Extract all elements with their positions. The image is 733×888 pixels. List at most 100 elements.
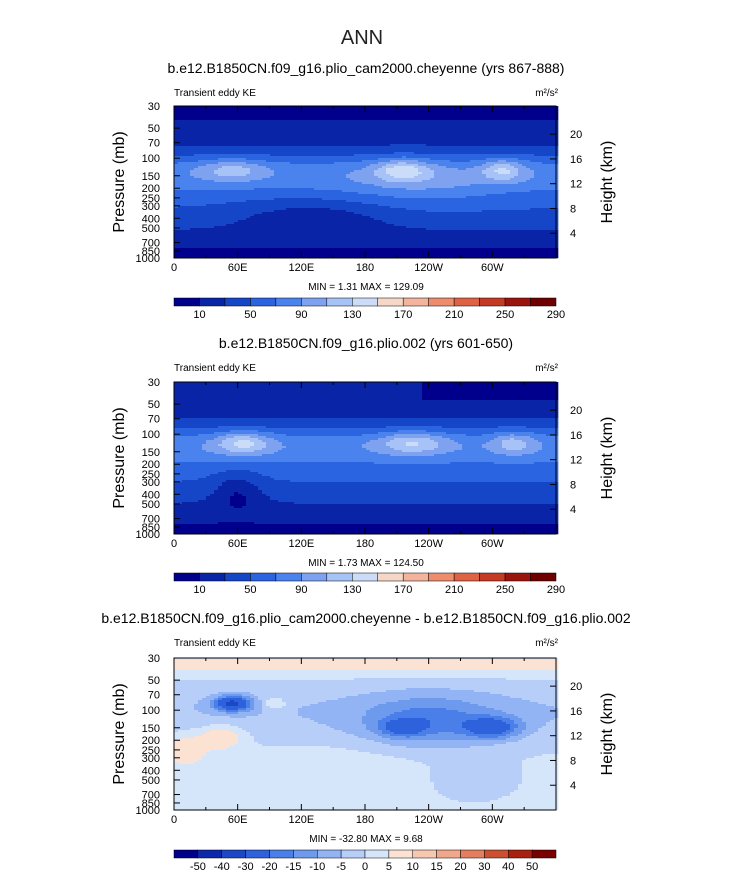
field-cell (182, 174, 186, 176)
field-cell (262, 124, 266, 126)
field-cell (178, 130, 182, 132)
field-cell (310, 192, 314, 194)
field-cell (178, 120, 182, 122)
field-cell (250, 184, 254, 186)
field-cell (546, 192, 550, 194)
field-cell (310, 184, 314, 186)
field-cell (418, 196, 422, 198)
field-cell (230, 150, 234, 152)
field-cell (502, 116, 506, 118)
field-cell (286, 140, 290, 142)
field-cell (338, 196, 342, 198)
field-cell (210, 152, 214, 154)
field-cell (338, 150, 342, 152)
field-cell (466, 128, 470, 130)
field-cell (442, 168, 446, 170)
field-cell (426, 168, 430, 170)
field-cell (502, 108, 506, 110)
field-cell (330, 168, 334, 170)
field-cell (358, 122, 362, 124)
field-cell (406, 176, 410, 178)
field-cell (426, 184, 430, 186)
field-cell (278, 136, 282, 138)
field-cell (202, 166, 206, 168)
field-cell (226, 110, 230, 112)
field-cell (402, 140, 406, 142)
field-cell (482, 204, 486, 206)
field-cell (250, 192, 254, 194)
field-cell (522, 164, 526, 166)
field-cell (274, 192, 278, 194)
field-cell (290, 164, 294, 166)
field-cell (518, 148, 522, 150)
field-cell (382, 176, 386, 178)
field-cell (330, 206, 334, 208)
field-cell (542, 208, 546, 210)
field-cell (374, 172, 378, 174)
field-cell (254, 190, 258, 192)
field-cell (282, 186, 286, 188)
field-cell (518, 134, 522, 136)
field-cell (346, 198, 350, 200)
field-cell (186, 134, 190, 136)
field-cell (362, 158, 366, 160)
field-cell (218, 164, 222, 166)
field-cell (458, 192, 462, 194)
field-cell (426, 198, 430, 200)
field-cell (386, 136, 390, 138)
field-cell (402, 208, 406, 210)
field-cell (474, 108, 478, 110)
field-cell (514, 174, 518, 176)
field-cell (282, 198, 286, 200)
field-cell (514, 124, 518, 126)
field-cell (498, 192, 502, 194)
field-cell (362, 154, 366, 156)
field-cell (206, 152, 210, 154)
field-cell (334, 116, 338, 118)
field-cell (402, 150, 406, 152)
field-cell (222, 144, 226, 146)
field-cell (394, 204, 398, 206)
field-cell (442, 204, 446, 206)
field-cell (202, 116, 206, 118)
field-cell (454, 118, 458, 120)
field-cell (290, 122, 294, 124)
field-cell (430, 144, 434, 146)
field-cell (322, 168, 326, 170)
field-cell (274, 164, 278, 166)
field-cell (238, 164, 242, 166)
field-cell (230, 136, 234, 138)
field-cell (418, 144, 422, 146)
field-cell (482, 184, 486, 186)
field-cell (514, 116, 518, 118)
field-cell (534, 188, 538, 190)
field-cell (366, 116, 370, 118)
field-cell (518, 116, 522, 118)
field-cell (346, 138, 350, 140)
field-cell (514, 130, 518, 132)
field-cell (234, 202, 238, 204)
field-cell (322, 186, 326, 188)
field-cell (502, 202, 506, 204)
field-cell (202, 132, 206, 134)
field-cell (242, 162, 246, 164)
field-cell (434, 142, 438, 144)
field-cell (210, 182, 214, 184)
field-cell (438, 160, 442, 162)
field-cell (534, 116, 538, 118)
field-cell (462, 146, 466, 148)
field-cell (230, 156, 234, 158)
field-cell (426, 176, 430, 178)
field-cell (274, 134, 278, 136)
field-cell (446, 150, 450, 152)
field-cell (510, 154, 514, 156)
field-cell (198, 124, 202, 126)
field-cell (366, 166, 370, 168)
field-cell (222, 194, 226, 196)
field-cell (230, 158, 234, 160)
field-cell (550, 168, 554, 170)
field-cell (302, 128, 306, 130)
field-cell (306, 120, 310, 122)
field-cell (278, 170, 282, 172)
field-cell (350, 200, 354, 202)
